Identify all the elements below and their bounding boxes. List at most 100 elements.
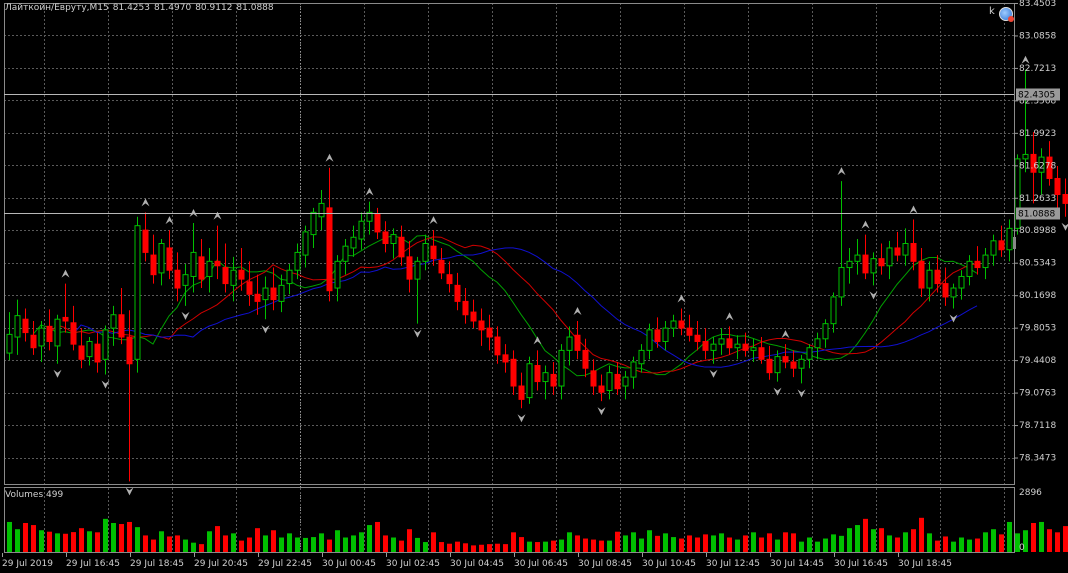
volume-bar [487,544,492,552]
chart-controls[interactable]: k [986,6,1014,22]
candle-body [38,327,45,347]
candle-body [974,260,981,269]
volume-bar [191,542,196,552]
volume-bar [183,539,188,552]
price-marker-tag [1016,207,1060,220]
volume-bar [511,532,516,552]
volume-bar [943,536,948,552]
candle-body [918,260,925,289]
candle-body [662,327,669,342]
price-tick-label: 82.3568 [1019,96,1056,106]
candle-body [902,243,909,256]
volume-bar [855,525,860,552]
time-tick-label: 30 Jul 10:45 [642,559,696,569]
volume-bar [623,535,628,552]
volume-bar [1023,530,1028,552]
candle-body [1054,177,1061,196]
volume-bar [159,531,164,552]
time-tick-label: 30 Jul 08:45 [578,559,632,569]
fractal-down-icon [101,380,110,389]
volume-zero-label: 0 [1019,543,1025,553]
volume-bar [447,543,452,552]
volume-bar [591,539,596,552]
candle-body [542,372,549,383]
candle-body [390,234,397,244]
candle-body [870,258,877,274]
candle-body [550,373,557,387]
fractal-up-icon [573,306,582,315]
autotrade-globe-icon[interactable] [999,7,1014,22]
fractal-up-icon [141,198,150,207]
volume-bar [375,521,380,552]
time-tick-label: 30 Jul 02:45 [386,559,440,569]
candle-body [342,245,349,262]
volume-bar [79,528,84,552]
volume-bar [383,535,388,552]
volume-bar [951,541,956,552]
candle-body [1038,156,1045,173]
candle-body [678,320,685,329]
candle-body [1030,153,1037,173]
candle-body [190,251,197,277]
candle-body [862,254,869,274]
k-label[interactable]: k [989,6,995,17]
volume-bar [607,540,612,552]
price-axis[interactable]: 83.4503 83.0858 82.7213 82.3568 81.9923 81.62… [1014,0,1056,553]
candle-body [646,329,653,351]
volume-bar [479,544,484,552]
price-scale-handle[interactable] [1013,237,1016,249]
candle-body [470,311,477,322]
candle-body [910,243,917,262]
moving-averages [32,234,978,377]
fractal-up-icon [781,330,790,339]
volume-bar [703,534,708,552]
volume-bar [1063,526,1068,552]
candle-body [326,207,333,292]
price-tick-label: 79.8053 [1019,324,1056,334]
chart-header: Лайткойн/Евруту,M15 81.4253 81.4970 80.9112… [5,3,278,13]
volume-bar [279,537,284,552]
volume-grid [44,488,1005,552]
volume-bar [31,525,36,552]
price-tick-label: 82.7213 [1019,64,1056,74]
open-value: 81.4253 [112,3,150,13]
volume-bar [455,541,460,552]
volume-bar [199,544,204,552]
volume-bar [663,533,668,552]
volume-bar [631,532,636,552]
candle-body [1006,227,1013,251]
chart-frame [4,3,1015,553]
candle-body [654,329,661,342]
volume-bar [1055,532,1060,552]
candle-body [998,240,1005,251]
volume-bar [391,537,396,552]
candle-body [246,281,253,295]
candle-body [230,269,237,286]
volume-bar [151,539,156,552]
candle-body [942,283,949,298]
price-tick-label: 80.8988 [1019,226,1056,236]
volume-bar [103,518,108,552]
volume-bar [535,542,540,552]
volume-bar [215,526,220,552]
fractal-up-icon [677,294,686,303]
candle-body [606,372,613,391]
volume-bar [399,540,404,552]
time-tick-label: 29 Jul 2019 [2,559,53,569]
candle-body [214,260,221,267]
candle-body [598,385,605,393]
candle-body [278,284,285,302]
volume-bar [911,529,916,552]
volume-bar [319,533,324,552]
ma-mid-line [48,236,978,374]
volume-bar [335,530,340,552]
candle-body [502,354,509,363]
time-axis[interactable]: 29 Jul 2019 29 Jul 16:45 29 Jul 18:45 29 Ju… [2,553,952,569]
candle-body [990,240,997,256]
candle-body [622,376,629,387]
candle-body [590,370,597,387]
candle-body [22,318,29,334]
volume-bar [575,535,580,552]
candle-body [526,363,533,399]
